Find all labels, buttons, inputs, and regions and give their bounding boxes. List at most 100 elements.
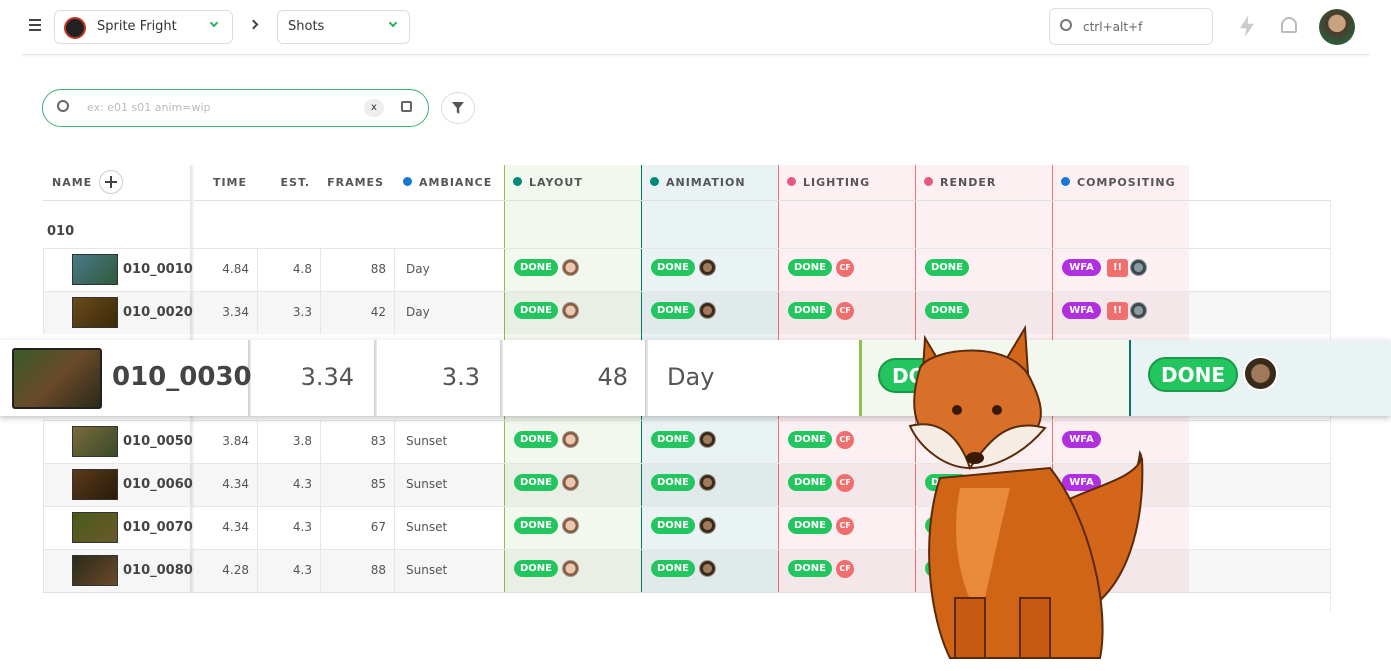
status-badge[interactable]: DONE [651,431,695,448]
save-icon[interactable] [401,101,412,112]
col-sep [320,291,321,334]
status-badge[interactable]: DONE [651,302,695,319]
status-badge[interactable]: DONE [788,259,832,276]
thumbnail[interactable] [72,555,118,586]
status-badge[interactable]: DONE [514,259,558,276]
assignee-avatar [699,431,716,448]
lightning-icon[interactable] [1240,15,1254,37]
status-badge[interactable]: DONE [1148,357,1238,392]
column-dot [924,177,933,186]
person-initials: CF [836,474,854,492]
shot-name[interactable]: 010_0030 [112,362,252,392]
assignee-avatar [562,431,579,448]
person-initials: CF [836,517,854,535]
column-dot [787,177,796,186]
user-avatar[interactable] [1319,9,1355,45]
col-sep [394,248,395,291]
status-badge[interactable]: DONE [788,431,832,448]
global-search[interactable]: ctrl+alt+f [1049,8,1213,45]
assignee-avatar [699,474,716,491]
cell-ambiance: Day [667,363,715,391]
status-badge[interactable]: WFA [1062,302,1101,319]
group-label: 010 [47,224,75,239]
clear-button[interactable]: x [364,99,384,117]
column-dot [1061,177,1070,186]
cell-time: 4.34 [222,520,249,534]
filter-input[interactable]: ex: e01 s01 anim=wip x [42,89,429,127]
thumbnail[interactable] [12,348,102,409]
col-sep [320,420,321,463]
col-sep [257,248,258,291]
status-badge[interactable]: DONE [788,517,832,534]
status-badge[interactable]: DONE [925,302,969,319]
thumbnail[interactable] [72,469,118,500]
shot-name[interactable]: 010_0020 [123,305,193,320]
col-sep [394,506,395,549]
status-badge[interactable]: DONE [925,259,969,276]
assignee-avatar [699,302,716,319]
column-header: RENDER [940,176,997,189]
column-header: TIME [212,176,247,189]
status-badge[interactable]: DONE [514,431,558,448]
status-badge[interactable]: DONE [651,560,695,577]
thumbnail[interactable] [72,426,118,457]
status-badge[interactable]: DONE [514,302,558,319]
shot-name[interactable]: 010_0080 [123,563,193,578]
status-badge[interactable]: DONE [514,560,558,577]
cell-time: 4.28 [222,563,249,577]
status-badge[interactable]: DONE [788,302,832,319]
cell-est: 3.3 [292,305,312,319]
shot-name[interactable]: 010_0010 [123,262,193,277]
breadcrumb-arrow [248,19,259,30]
row-bg [43,248,1330,291]
filter-button[interactable] [441,92,475,124]
thumbnail[interactable] [72,512,118,543]
shot-name[interactable]: 010_0070 [123,520,193,535]
status-badge[interactable]: DONE [788,560,832,577]
col-sep [394,420,395,463]
thumbnail[interactable] [72,254,118,285]
search-icon [1060,19,1072,31]
status-badge[interactable]: DONE [651,474,695,491]
cell-est: 4.3 [292,520,312,534]
project-logo [64,17,86,39]
cell-frames: 85 [370,477,386,491]
shot-name[interactable]: 010_0060 [123,477,193,492]
shot-name[interactable]: 010_0050 [123,434,193,449]
bell-icon[interactable] [1281,17,1297,33]
column-header: NAME [52,176,93,189]
assignee-avatar [1243,356,1278,391]
status-badge[interactable]: WFA [1062,431,1101,448]
assignee-avatar [562,259,579,276]
assignee-avatar [562,302,579,319]
col-sep [248,340,251,416]
column-header: ANIMATION [666,176,746,189]
status-badge[interactable]: WFA [1062,259,1101,276]
menu-icon[interactable] [29,19,41,21]
row-bg [43,291,1330,334]
status-badge[interactable]: DONE [514,517,558,534]
status-badge[interactable]: DONE [651,259,695,276]
status-badge[interactable]: DONE [514,474,558,491]
col-sep [257,463,258,506]
table-bottom [43,592,1330,593]
col-sep [257,549,258,592]
column-dot [513,177,522,186]
thumbnail[interactable] [72,297,118,328]
row-bg [43,549,1330,592]
section-dropdown[interactable]: Shots [277,10,410,44]
status-badge[interactable]: WFA [1062,474,1101,491]
status-badge[interactable]: DONE [788,474,832,491]
column-header: COMPOSITING [1077,176,1176,189]
project-dropdown[interactable]: Sprite Fright [54,10,233,44]
add-column[interactable] [99,170,123,194]
row-bg [43,463,1330,506]
col-sep [320,248,321,291]
cell-ambiance: Sunset [406,434,448,448]
priority-flag: !! [1107,302,1128,320]
header-border [22,54,1369,55]
row-bg [43,506,1330,549]
status-badge[interactable]: DONE [651,517,695,534]
